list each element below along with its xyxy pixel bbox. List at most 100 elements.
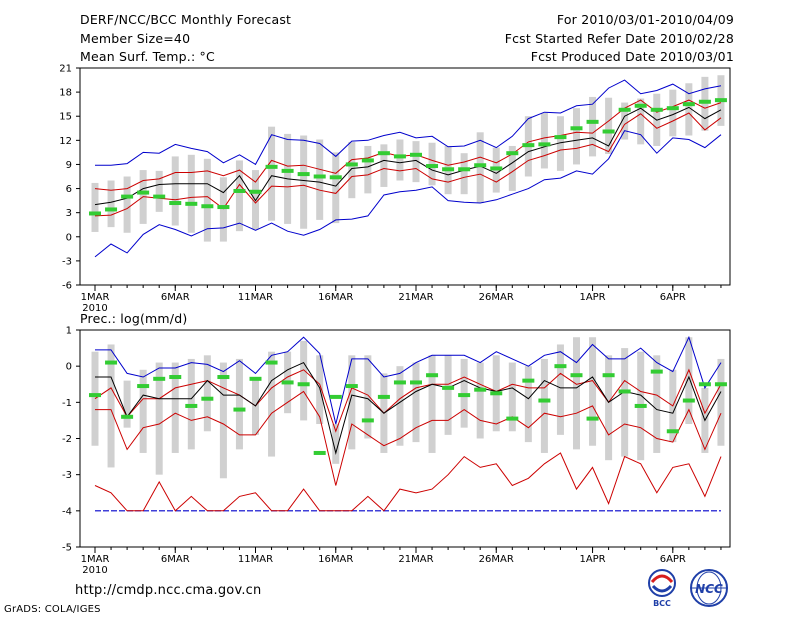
temp-spread-box xyxy=(155,170,163,212)
prec-observed-marker xyxy=(153,376,166,381)
prec-observed-marker xyxy=(201,396,214,401)
prec-x-tick-label: 1MAR xyxy=(81,554,110,565)
prec-spread-box xyxy=(107,344,115,468)
temp-max-line xyxy=(95,79,722,166)
prec-observed-marker xyxy=(281,380,294,385)
grads-credit: GrADS: COLA/IGES xyxy=(4,604,101,615)
temp-observed-marker xyxy=(361,158,374,163)
temp-observed-marker xyxy=(426,164,439,169)
temp-x-tick-label: 6APR xyxy=(660,292,686,303)
temp-observed-marker xyxy=(201,204,214,209)
prec-spread-box xyxy=(621,348,629,457)
prec-x-year-label: 2010 xyxy=(82,565,107,576)
prec-observed-marker xyxy=(313,450,326,455)
temp-observed-marker xyxy=(586,119,599,124)
temp-spread-box xyxy=(669,89,677,137)
prec-y-tick-label: 1 xyxy=(66,326,72,337)
temp-observed-marker xyxy=(393,154,406,159)
prec-observed-marker xyxy=(393,380,406,385)
prec-spread-box xyxy=(589,337,597,446)
prec-observed-marker xyxy=(297,382,310,387)
prec-spread-box xyxy=(364,355,372,439)
temp-observed-marker xyxy=(377,151,390,156)
temp-y-tick-label: -6 xyxy=(62,281,72,292)
prec-x-tick-label: 11MAR xyxy=(238,554,273,565)
temp-observed-marker xyxy=(313,174,326,179)
temp-observed-marker xyxy=(281,168,294,173)
temp-spread-box xyxy=(187,154,195,233)
temp-spread-box xyxy=(412,141,420,183)
temp-spread-box xyxy=(364,145,372,194)
prec-observed-marker xyxy=(345,384,358,389)
temp-observed-marker xyxy=(618,107,631,112)
prec-x-tick-label: 6MAR xyxy=(161,554,190,565)
prec-spread-box xyxy=(685,337,693,425)
forecast-period: For 2010/03/01-2010/04/09 xyxy=(556,12,734,27)
temp-observed-marker xyxy=(554,135,567,140)
prec-observed-marker xyxy=(217,375,230,380)
variable-label: Mean Surf. Temp.: °C xyxy=(80,49,215,64)
temp-observed-marker xyxy=(169,201,182,206)
prec-lower-line xyxy=(95,390,722,486)
temp-spread-box xyxy=(476,132,484,204)
temp-spread-box xyxy=(300,135,308,229)
temp-spread-box xyxy=(123,176,131,233)
prec-upper-line xyxy=(94,368,722,433)
temp-observed-marker xyxy=(249,189,262,194)
prec-spread-box xyxy=(219,362,227,479)
temp-y-tick-label: 9 xyxy=(66,160,72,171)
prec-spread-box xyxy=(91,351,99,446)
prec-spread-box xyxy=(348,355,356,450)
temp-observed-marker xyxy=(89,211,101,216)
prec-observed-marker xyxy=(570,373,583,378)
temp-spread-box xyxy=(460,153,468,195)
prec-mean-line xyxy=(95,361,722,455)
temp-observed-marker xyxy=(714,98,727,103)
prec-observed-marker xyxy=(329,394,342,399)
source-url[interactable]: http://cmdp.ncc.cma.gov.cn xyxy=(75,583,262,598)
prec-observed-marker xyxy=(666,429,679,434)
member-size: Member Size=40 xyxy=(80,31,191,46)
prec-observed-marker xyxy=(458,393,471,398)
prec-spread-box xyxy=(428,355,436,453)
temp-spread-box xyxy=(348,141,356,199)
prec-x-tick-label: 26MAR xyxy=(479,554,514,565)
prec-y-tick-label: -1 xyxy=(62,398,72,409)
prec-spread-box xyxy=(573,337,580,450)
prec-spread-box xyxy=(332,424,340,464)
bcc-logo-text: BCC xyxy=(653,599,671,608)
prec-observed-marker xyxy=(121,414,134,419)
prec-observed-marker xyxy=(105,360,118,365)
temp-observed-marker xyxy=(217,205,230,210)
temp-x-tick-label: 16MAR xyxy=(318,292,353,303)
prec-y-tick-label: 0 xyxy=(66,362,72,373)
temp-x-tick-label: 1MAR xyxy=(81,292,110,303)
prec-spread-box xyxy=(268,351,276,457)
prec-spread-box xyxy=(476,362,484,439)
temp-observed-marker xyxy=(137,190,150,195)
temp-observed-marker xyxy=(329,175,342,180)
temp-observed-marker xyxy=(153,194,166,199)
prec-observed-marker xyxy=(442,385,455,390)
prec-observed-marker xyxy=(506,416,519,421)
prec-observed-marker xyxy=(410,380,422,385)
started-date: Fcst Started Refer Date 2010/02/28 xyxy=(504,31,734,46)
temp-observed-marker xyxy=(185,201,198,206)
prec-observed-marker xyxy=(618,389,631,394)
prec-y-tick-label: -4 xyxy=(62,506,72,517)
prec-spread-box xyxy=(235,358,243,450)
temp-mean-line xyxy=(94,106,722,206)
prec-x-tick-label: 21MAR xyxy=(398,554,433,565)
prec-spread-box xyxy=(540,358,548,453)
temp-y-tick-label: -3 xyxy=(62,256,72,267)
temp-y-tick-label: 0 xyxy=(66,232,72,243)
temp-observed-marker xyxy=(233,188,246,193)
prec-y-tick-label: -2 xyxy=(62,434,72,445)
temp-observed-marker xyxy=(570,126,583,131)
temp-observed-marker xyxy=(297,172,310,177)
temp-observed-marker xyxy=(650,107,663,112)
prec-x-tick-label: 1APR xyxy=(579,554,605,565)
temp-x-tick-label: 11MAR xyxy=(238,292,273,303)
bcc-logo: BCC xyxy=(648,569,676,608)
